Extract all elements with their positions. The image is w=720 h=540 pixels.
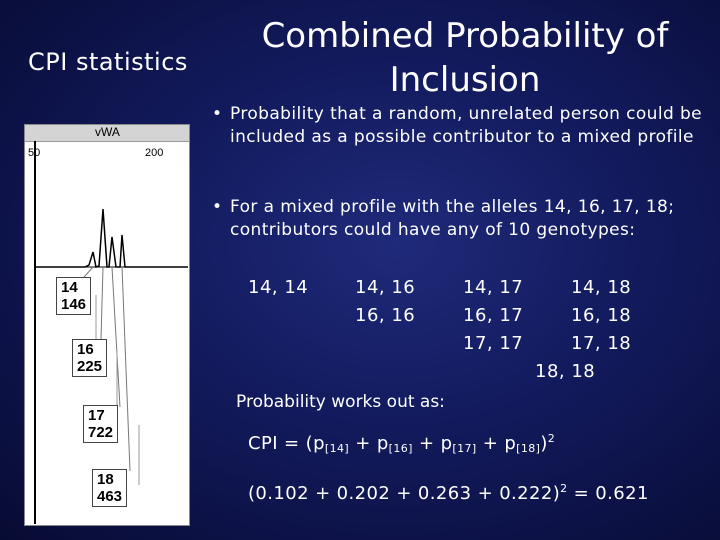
locus-label: vWA	[95, 125, 120, 139]
scale-label-right: 200	[145, 147, 164, 159]
slide-title: Combined Probability of Inclusion	[261, 16, 669, 100]
genotype-column-4: 14, 18 16, 18 17, 18 18, 18	[535, 274, 632, 386]
allele-number: 16	[77, 341, 94, 358]
genotype-column-2: 14, 16 16, 16	[355, 274, 415, 330]
works-out-label: Probability works out as:	[236, 392, 445, 412]
formula-exponent: 2	[547, 432, 556, 445]
allele-call-box: 17 722	[83, 405, 119, 443]
allele-size: 722	[88, 424, 114, 441]
formula-text: + p	[476, 433, 517, 454]
formula-text: + p	[412, 433, 453, 454]
genotype: 14, 14	[248, 277, 309, 298]
formula-subscript: [16]	[388, 442, 413, 455]
genotype-column-1: 14, 14	[248, 274, 308, 302]
bullet-probability-definition: • Probability that a random, unrelated p…	[212, 103, 702, 149]
genotype: 14, 17	[463, 277, 524, 298]
formula-subscript: [17]	[452, 442, 477, 455]
genotype: 17, 17	[463, 333, 524, 354]
allele-number: 17	[88, 407, 105, 424]
connector-18	[121, 266, 131, 472]
allele-call-box: 16 225	[72, 339, 108, 377]
genotype: 16, 18	[571, 305, 632, 326]
electropherogram-panel: vWA 50 200 14 146 16 225 17 722 18 463	[24, 124, 190, 526]
genotype: 16, 16	[355, 305, 416, 326]
bullet-mixed-profile: • For a mixed profile with the alleles 1…	[212, 196, 682, 242]
connector-17	[111, 266, 121, 408]
allele-number: 14	[61, 279, 78, 296]
cpi-formula: CPI = (p[14] + p[16] + p[17] + p[18])2	[248, 432, 555, 455]
genotype: 14, 16	[355, 277, 416, 298]
genotype-column-3: 14, 17 16, 17 17, 17	[463, 274, 523, 358]
allele-number: 18	[97, 471, 114, 488]
allele-call-box: 14 146	[56, 277, 92, 315]
bullet-dot: •	[212, 104, 223, 124]
peak-trace	[35, 208, 188, 485]
calculation-text: (0.102 + 0.202 + 0.263 + 0.222)	[248, 483, 561, 504]
genotype: 17, 18	[571, 333, 632, 354]
formula-text: CPI = (p	[248, 433, 325, 454]
side-label: CPI statistics	[28, 48, 188, 76]
plot-frame	[34, 141, 188, 524]
formula-text: )	[540, 433, 548, 454]
allele-call-box: 18 463	[92, 469, 128, 507]
allele-peaks	[35, 208, 188, 268]
bullet-dot: •	[212, 197, 223, 217]
allele-size: 463	[97, 488, 123, 505]
genotype: 14, 18	[571, 277, 632, 298]
bullet-text: Probability that a random, unrelated per…	[230, 104, 703, 147]
allele-size: 146	[61, 296, 87, 313]
allele-size: 225	[77, 358, 103, 375]
formula-subscript: [18]	[516, 442, 541, 455]
genotype: 16, 17	[463, 305, 524, 326]
calculation-exponent: 2	[560, 482, 568, 495]
connector-16	[100, 266, 104, 340]
panel-header: vWA	[25, 125, 189, 142]
bullet-text: For a mixed profile with the alleles 14,…	[230, 197, 675, 240]
calculation-result: = 0.621	[567, 483, 649, 504]
cpi-calculation: (0.102 + 0.202 + 0.263 + 0.222)2 = 0.621	[248, 482, 649, 504]
genotype: 18, 18	[535, 361, 596, 382]
formula-subscript: [14]	[324, 442, 350, 455]
formula-text: + p	[349, 433, 389, 454]
